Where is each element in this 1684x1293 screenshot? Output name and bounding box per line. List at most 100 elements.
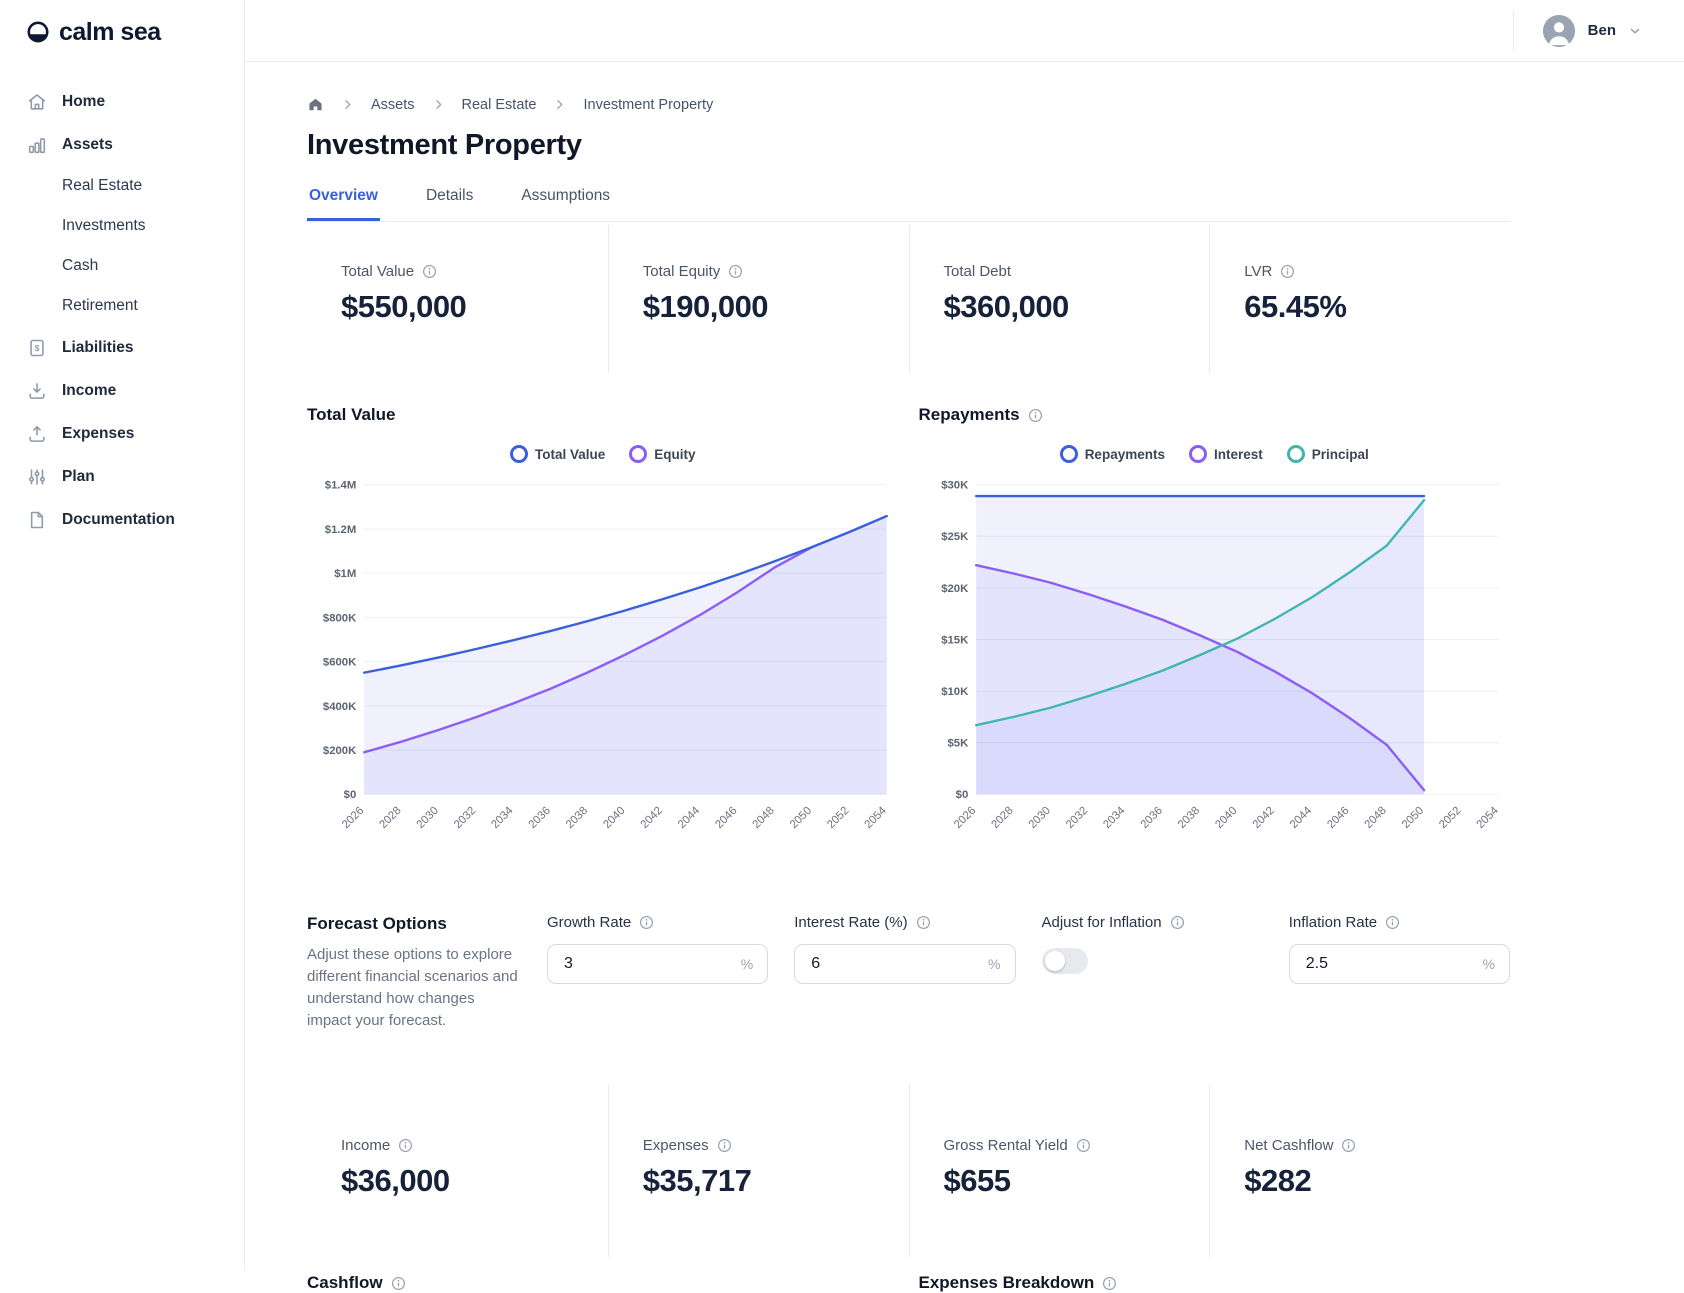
percent-suffix: % xyxy=(988,956,1001,973)
info-icon[interactable] xyxy=(1341,1138,1356,1153)
calm-sea-icon xyxy=(26,20,50,44)
sidebar-item-real-estate[interactable]: Real Estate xyxy=(26,166,244,206)
info-icon[interactable] xyxy=(1170,915,1185,930)
legend-item[interactable]: Total Value xyxy=(509,445,605,463)
field-label: Growth Rate xyxy=(547,914,632,932)
tab-assumptions[interactable]: Assumptions xyxy=(521,187,611,204)
sidebar-item-retirement[interactable]: Retirement xyxy=(26,286,244,326)
stat-total-value: Total Value $550,000 xyxy=(307,225,608,373)
svg-text:2044: 2044 xyxy=(1287,805,1313,831)
page-title: Investment Property xyxy=(307,129,582,161)
stat-value: 65.45% xyxy=(1244,289,1347,324)
legend-ring-icon xyxy=(1286,445,1305,463)
legend-ring-icon xyxy=(1188,445,1207,463)
stat-label: Income xyxy=(341,1137,391,1155)
svg-text:2034: 2034 xyxy=(489,805,515,831)
forecast-options: Forecast Options Adjust these options to… xyxy=(307,914,1510,1031)
forecast-description: Adjust these options to explore differen… xyxy=(307,946,518,1029)
total-value-chart-panel: Total Value Total Value Equity $0 $200K $40… xyxy=(307,405,899,856)
total-value-chart[interactable]: $0 $200K $400K $600K $800K $1M $1.2M $1.4M 2026 2… xyxy=(307,467,899,856)
sidebar-item-investments[interactable]: Investments xyxy=(26,206,244,246)
adjust-for-inflation-toggle[interactable] xyxy=(1041,948,1088,975)
svg-text:2026: 2026 xyxy=(340,805,366,831)
tab-bar: Overview Details Assumptions xyxy=(307,187,1510,222)
expenses-breakdown-section: Expenses Breakdown xyxy=(919,1273,1511,1293)
field-label: Inflation Rate xyxy=(1288,914,1378,932)
info-icon[interactable] xyxy=(398,1138,413,1153)
tab-details[interactable]: Details xyxy=(425,187,474,204)
percent-suffix: % xyxy=(740,956,754,973)
growth-rate-input[interactable] xyxy=(562,954,741,975)
info-icon[interactable] xyxy=(422,264,437,279)
info-icon[interactable] xyxy=(916,915,931,930)
info-icon[interactable] xyxy=(1280,264,1295,279)
breadcrumb-chevron-icon xyxy=(553,98,566,111)
tab-overview[interactable]: Overview xyxy=(307,187,380,221)
sidebar-item-documentation[interactable]: Documentation xyxy=(26,498,244,541)
breadcrumb-home-icon[interactable] xyxy=(307,96,324,113)
svg-text:$800K: $800K xyxy=(323,612,357,624)
sidebar-item-expenses[interactable]: Expenses xyxy=(26,412,244,455)
svg-text:2040: 2040 xyxy=(1213,805,1239,831)
sidebar-item-income[interactable]: Income xyxy=(26,369,244,412)
stat-value: $282 xyxy=(1244,1163,1312,1199)
legend-ring-icon xyxy=(629,445,648,463)
legend-item[interactable]: Repayments xyxy=(1059,445,1165,463)
info-icon[interactable] xyxy=(1076,1138,1091,1153)
info-icon[interactable] xyxy=(391,1276,406,1291)
stat-total-debt: Total Debt $360,000 xyxy=(908,225,1210,373)
info-icon[interactable] xyxy=(1102,1276,1117,1291)
field-label: Adjust for Inflation xyxy=(1041,914,1162,932)
info-icon[interactable] xyxy=(639,915,654,930)
info-icon[interactable] xyxy=(717,1138,732,1153)
stat-label: Total Debt xyxy=(943,263,1012,280)
sidebar-item-assets[interactable]: Assets xyxy=(26,123,244,166)
repayments-chart[interactable]: $0 $5K $10K $15K $20K $25K $30K 2026 2028 2030 203… xyxy=(919,467,1511,856)
info-icon[interactable] xyxy=(1028,408,1043,423)
svg-text:$20K: $20K xyxy=(941,583,969,595)
svg-text:$1.4M: $1.4M xyxy=(325,480,356,492)
svg-text:2048: 2048 xyxy=(1362,805,1388,831)
svg-text:2052: 2052 xyxy=(825,805,851,831)
svg-text:2042: 2042 xyxy=(1250,805,1276,831)
legend-item[interactable]: Equity xyxy=(629,445,696,463)
svg-text:$: $ xyxy=(35,344,40,353)
bar-chart-icon xyxy=(26,134,48,156)
sidebar-item-plan[interactable]: Plan xyxy=(26,455,244,498)
chart-title: Total Value xyxy=(307,405,396,424)
breadcrumb-chevron-icon xyxy=(432,98,445,111)
breadcrumb-item-real-estate[interactable]: Real Estate xyxy=(461,96,537,113)
svg-text:2042: 2042 xyxy=(639,805,665,831)
stat-income: Income $36,000 xyxy=(307,1085,608,1257)
invoice-dollar-icon: $ xyxy=(26,337,48,359)
inflation-rate-input[interactable] xyxy=(1303,954,1483,975)
cashflow-section: Cashflow xyxy=(307,1273,899,1293)
sidebar-item-liabilities[interactable]: $ Liabilities xyxy=(26,326,244,369)
svg-text:2048: 2048 xyxy=(750,805,776,831)
stats-row-bottom: Income $36,000 Expenses $35,717 Gross Re… xyxy=(307,1085,1510,1258)
sidebar-item-label: Assets xyxy=(62,135,113,153)
svg-text:2038: 2038 xyxy=(1175,805,1201,831)
brand-logo[interactable]: calm sea xyxy=(26,14,244,50)
sidebar-item-cash[interactable]: Cash xyxy=(26,246,244,286)
legend-label: Principal xyxy=(1311,446,1369,462)
info-icon[interactable] xyxy=(728,264,743,279)
interest-rate-input[interactable] xyxy=(809,954,989,975)
sidebar-item-home[interactable]: Home xyxy=(26,80,244,123)
charts-row: Total Value Total Value Equity $0 $200K $40… xyxy=(307,405,1510,856)
svg-text:2028: 2028 xyxy=(989,805,1015,831)
stat-label: Total Value xyxy=(341,263,415,280)
breadcrumb-item-assets[interactable]: Assets xyxy=(371,96,415,113)
legend-item[interactable]: Interest xyxy=(1188,445,1263,463)
legend-item[interactable]: Principal xyxy=(1286,445,1369,463)
sidebar-item-label: Cash xyxy=(62,257,99,274)
svg-text:$30K: $30K xyxy=(941,480,969,492)
main-area: Ben Assets Real Estate xyxy=(245,0,1684,1292)
stat-label: Gross Rental Yield xyxy=(943,1137,1068,1155)
user-menu[interactable]: Ben xyxy=(1542,14,1642,48)
avatar xyxy=(1542,14,1576,48)
svg-text:$0: $0 xyxy=(955,789,968,801)
info-icon[interactable] xyxy=(1385,915,1400,930)
svg-text:2028: 2028 xyxy=(377,805,403,831)
